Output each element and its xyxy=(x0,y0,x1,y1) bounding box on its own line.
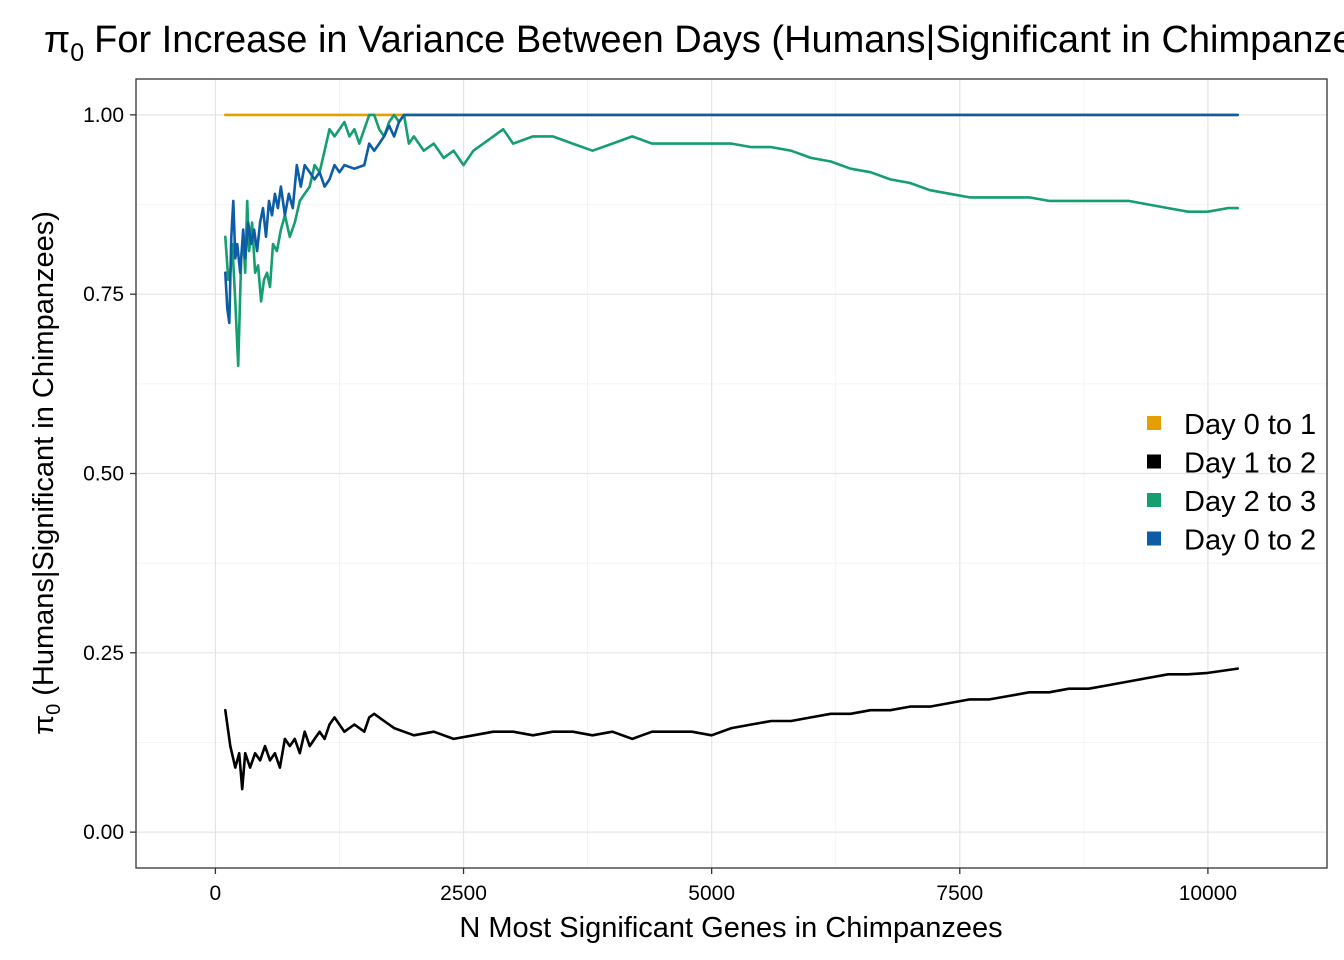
legend-label-day-2-to-3: Day 2 to 3 xyxy=(1184,486,1316,518)
title-pi-symbol: π xyxy=(44,19,70,61)
x-axis-title: N Most Significant Genes in Chimpanzees xyxy=(459,912,1002,944)
y-tick-label: 1.00 xyxy=(83,104,124,127)
legend-key-day-0-to-2 xyxy=(1147,531,1161,546)
x-tick-label: 5000 xyxy=(688,882,735,905)
title-text: For Increase in Variance Between Days (H… xyxy=(94,19,1344,61)
y-tick-label: 0.75 xyxy=(83,283,124,306)
y-axis: 0.00 0.25 0.50 0.75 1.00 xyxy=(83,104,136,844)
legend-label-day-1-to-2: Day 1 to 2 xyxy=(1184,448,1316,480)
legend: Day 0 to 1 Day 1 to 2 Day 2 to 3 Day 0 to 2 xyxy=(1147,409,1316,557)
legend-label-day-0-to-1: Day 0 to 1 xyxy=(1184,409,1316,441)
x-tick-label: 2500 xyxy=(440,882,487,905)
x-tick-label: 7500 xyxy=(936,882,983,905)
y-tick-label: 0.25 xyxy=(83,642,124,665)
ylabel-pi-symbol: π xyxy=(28,715,60,735)
y-tick-label: 0.50 xyxy=(83,463,124,486)
series-line-day-2-to-3 xyxy=(224,113,1239,368)
series-layer xyxy=(224,113,1239,791)
y-axis-title: π0 (Humans|Significant in Chimpanzees) xyxy=(28,211,65,735)
legend-key-day-1-to-2 xyxy=(1147,454,1161,469)
chart-title: π0 For Increase in Variance Between Days … xyxy=(44,19,1344,67)
ylabel-text: (Humans|Significant in Chimpanzees) xyxy=(28,211,60,696)
x-axis: 0 2500 5000 7500 10000 xyxy=(210,868,1237,905)
series-line-day-0-to-2 xyxy=(224,113,1239,325)
ylabel-pi-subscript: 0 xyxy=(43,704,65,715)
x-tick-label: 10000 xyxy=(1179,882,1237,905)
legend-label-day-0-to-2: Day 0 to 2 xyxy=(1184,525,1316,557)
x-tick-label: 0 xyxy=(210,882,222,905)
title-pi-subscript: 0 xyxy=(70,39,84,67)
legend-key-day-0-to-1 xyxy=(1147,416,1161,430)
series-line-day-1-to-2 xyxy=(224,667,1239,791)
legend-key-day-2-to-3 xyxy=(1147,493,1161,507)
y-tick-label: 0.00 xyxy=(83,821,124,844)
